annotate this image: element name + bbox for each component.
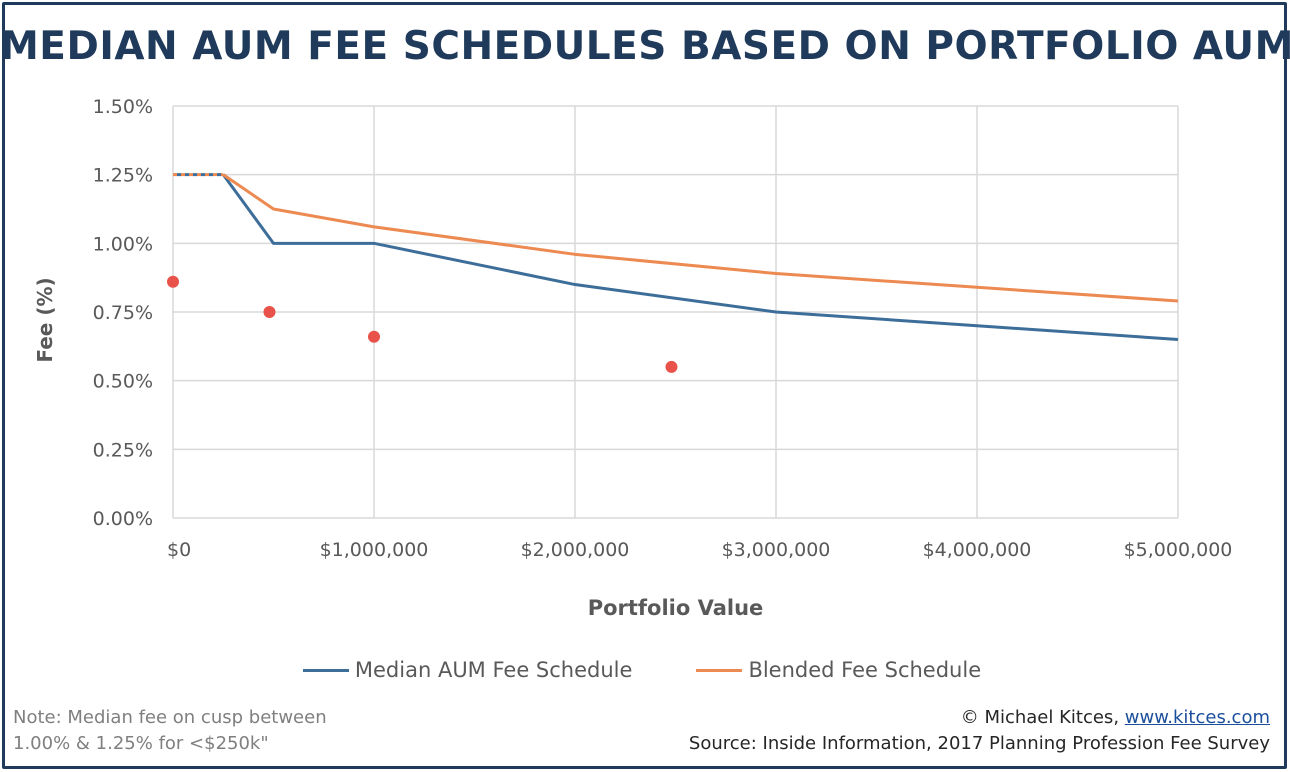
legend-label-median: Median AUM Fee Schedule — [354, 658, 633, 682]
legend-item-median: Median AUM Fee Schedule — [302, 658, 633, 682]
legend-item-blended: Blended Fee Schedule — [696, 658, 981, 682]
x-tick-label: $3,000,000 — [722, 539, 831, 561]
y-tick-label: 1.00% — [93, 233, 153, 255]
y-tick-label: 0.50% — [93, 371, 153, 393]
footnote-line-2: 1.00% & 1.25% for <$250k" — [13, 733, 269, 754]
fee-marker — [167, 275, 179, 288]
y-tick-label: 0.25% — [93, 439, 153, 461]
y-axis-title: Fee (%) — [33, 277, 57, 362]
y-tick-label: 0.00% — [93, 508, 153, 530]
credit-block: © Michael Kitces, www.kitces.com Source:… — [689, 705, 1270, 757]
x-tick-label: $2,000,000 — [521, 539, 630, 561]
chart-legend: Median AUM Fee Schedule Blended Fee Sche… — [0, 658, 1284, 682]
legend-swatch-median — [302, 668, 349, 672]
x-axis-title: Portfolio Value — [588, 596, 764, 620]
x-tick-label: $5,000,000 — [1124, 539, 1233, 561]
fee-marker — [665, 360, 678, 373]
x-tick-label: $1,000,000 — [320, 539, 429, 561]
legend-swatch-blended — [696, 668, 743, 672]
fee-marker — [263, 306, 276, 318]
y-tick-label: 1.50% — [93, 96, 153, 118]
copyright-line: © Michael Kitces, www.kitces.com — [689, 705, 1270, 731]
chart-title: MEDIAN AUM FEE SCHEDULES BASED ON PORTFO… — [0, 24, 1290, 69]
footnote: Note: Median fee on cusp between 1.00% &… — [13, 705, 433, 757]
y-tick-label: 0.75% — [93, 302, 153, 324]
legend-label-blended: Blended Fee Schedule — [748, 658, 982, 682]
x-tick-label: $4,000,000 — [923, 539, 1032, 561]
y-tick-label: 1.25% — [93, 165, 153, 187]
median-fee-line — [222, 173, 1179, 341]
footnote-line-1: Note: Median fee on cusp between — [13, 707, 327, 728]
kitces-link[interactable]: www.kitces.com — [1124, 707, 1270, 728]
blended-fee-line — [222, 173, 1179, 303]
x-tick-label: $0 — [167, 539, 191, 561]
fee-marker — [368, 330, 380, 343]
copyright-text: © Michael Kitces, — [960, 707, 1125, 728]
source-line: Source: Inside Information, 2017 Plannin… — [688, 733, 1270, 754]
